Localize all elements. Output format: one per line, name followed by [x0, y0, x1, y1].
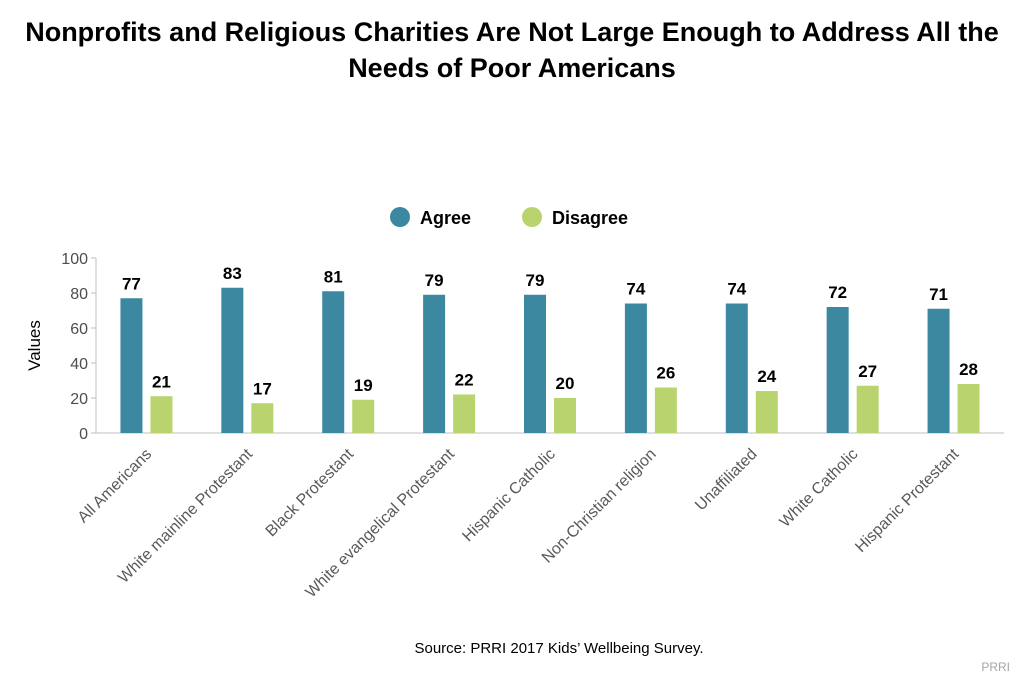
bar-agree — [221, 287, 244, 433]
data-label-disagree: 26 — [656, 364, 675, 383]
data-label-disagree: 17 — [253, 379, 272, 398]
bar-disagree — [150, 396, 173, 433]
brand-label: PRRI — [981, 660, 1010, 674]
bar-disagree — [251, 403, 274, 433]
bar-agree — [322, 291, 345, 433]
legend-marker-agree — [390, 207, 410, 227]
legend-marker-disagree — [522, 207, 542, 227]
bar-agree — [120, 298, 143, 433]
data-label-disagree: 28 — [959, 360, 978, 379]
data-label-agree: 74 — [727, 280, 746, 299]
category-label: Black Protestant — [263, 445, 358, 540]
y-tick-label: 0 — [79, 426, 88, 443]
data-label-agree: 81 — [324, 267, 343, 286]
legend-label-disagree: Disagree — [552, 208, 628, 228]
legend-label-agree: Agree — [420, 208, 471, 228]
data-label-agree: 72 — [828, 283, 847, 302]
data-label-agree: 79 — [526, 271, 545, 290]
data-label-agree: 74 — [626, 280, 645, 299]
y-tick-label: 20 — [70, 391, 88, 408]
data-label-disagree: 19 — [354, 376, 373, 395]
y-tick-label: 60 — [70, 321, 88, 338]
bar-disagree — [755, 391, 778, 433]
data-label-disagree: 22 — [455, 371, 474, 390]
category-label: Unaffiliated — [692, 446, 760, 514]
y-tick-label: 80 — [70, 286, 88, 303]
data-label-disagree: 24 — [757, 367, 776, 386]
bar-disagree — [554, 398, 576, 433]
data-label-disagree: 21 — [152, 372, 171, 391]
y-tick-label: 40 — [70, 356, 88, 373]
bar-agree — [423, 294, 446, 433]
data-label-agree: 79 — [425, 271, 444, 290]
data-label-disagree: 27 — [858, 362, 877, 381]
bar-disagree — [352, 399, 375, 433]
bar-disagree — [654, 387, 677, 433]
category-label: Hispanic Protestant — [852, 445, 963, 556]
category-label: Hispanic Catholic — [459, 446, 558, 545]
bar-agree — [524, 294, 546, 433]
bar-agree — [725, 303, 748, 433]
y-axis-title: Values — [25, 320, 44, 371]
data-label-disagree: 20 — [556, 374, 575, 393]
category-label: Non-Christian religion — [539, 446, 660, 567]
category-label: White Catholic — [777, 446, 862, 531]
data-label-agree: 71 — [929, 285, 948, 304]
data-label-agree: 77 — [122, 274, 141, 293]
chart-title: Nonprofits and Religious Charities Are N… — [25, 17, 999, 83]
y-tick-label: 100 — [61, 251, 88, 268]
bar-agree — [927, 308, 950, 433]
bar-agree — [826, 307, 849, 433]
bar-disagree — [856, 385, 879, 433]
data-label-agree: 83 — [223, 264, 242, 283]
bar-agree — [624, 303, 647, 433]
bar-disagree — [453, 394, 476, 433]
category-label: All Americans — [75, 446, 156, 527]
source-note: Source: PRRI 2017 Kids’ Wellbeing Survey… — [414, 640, 704, 657]
bar-disagree — [957, 384, 980, 433]
